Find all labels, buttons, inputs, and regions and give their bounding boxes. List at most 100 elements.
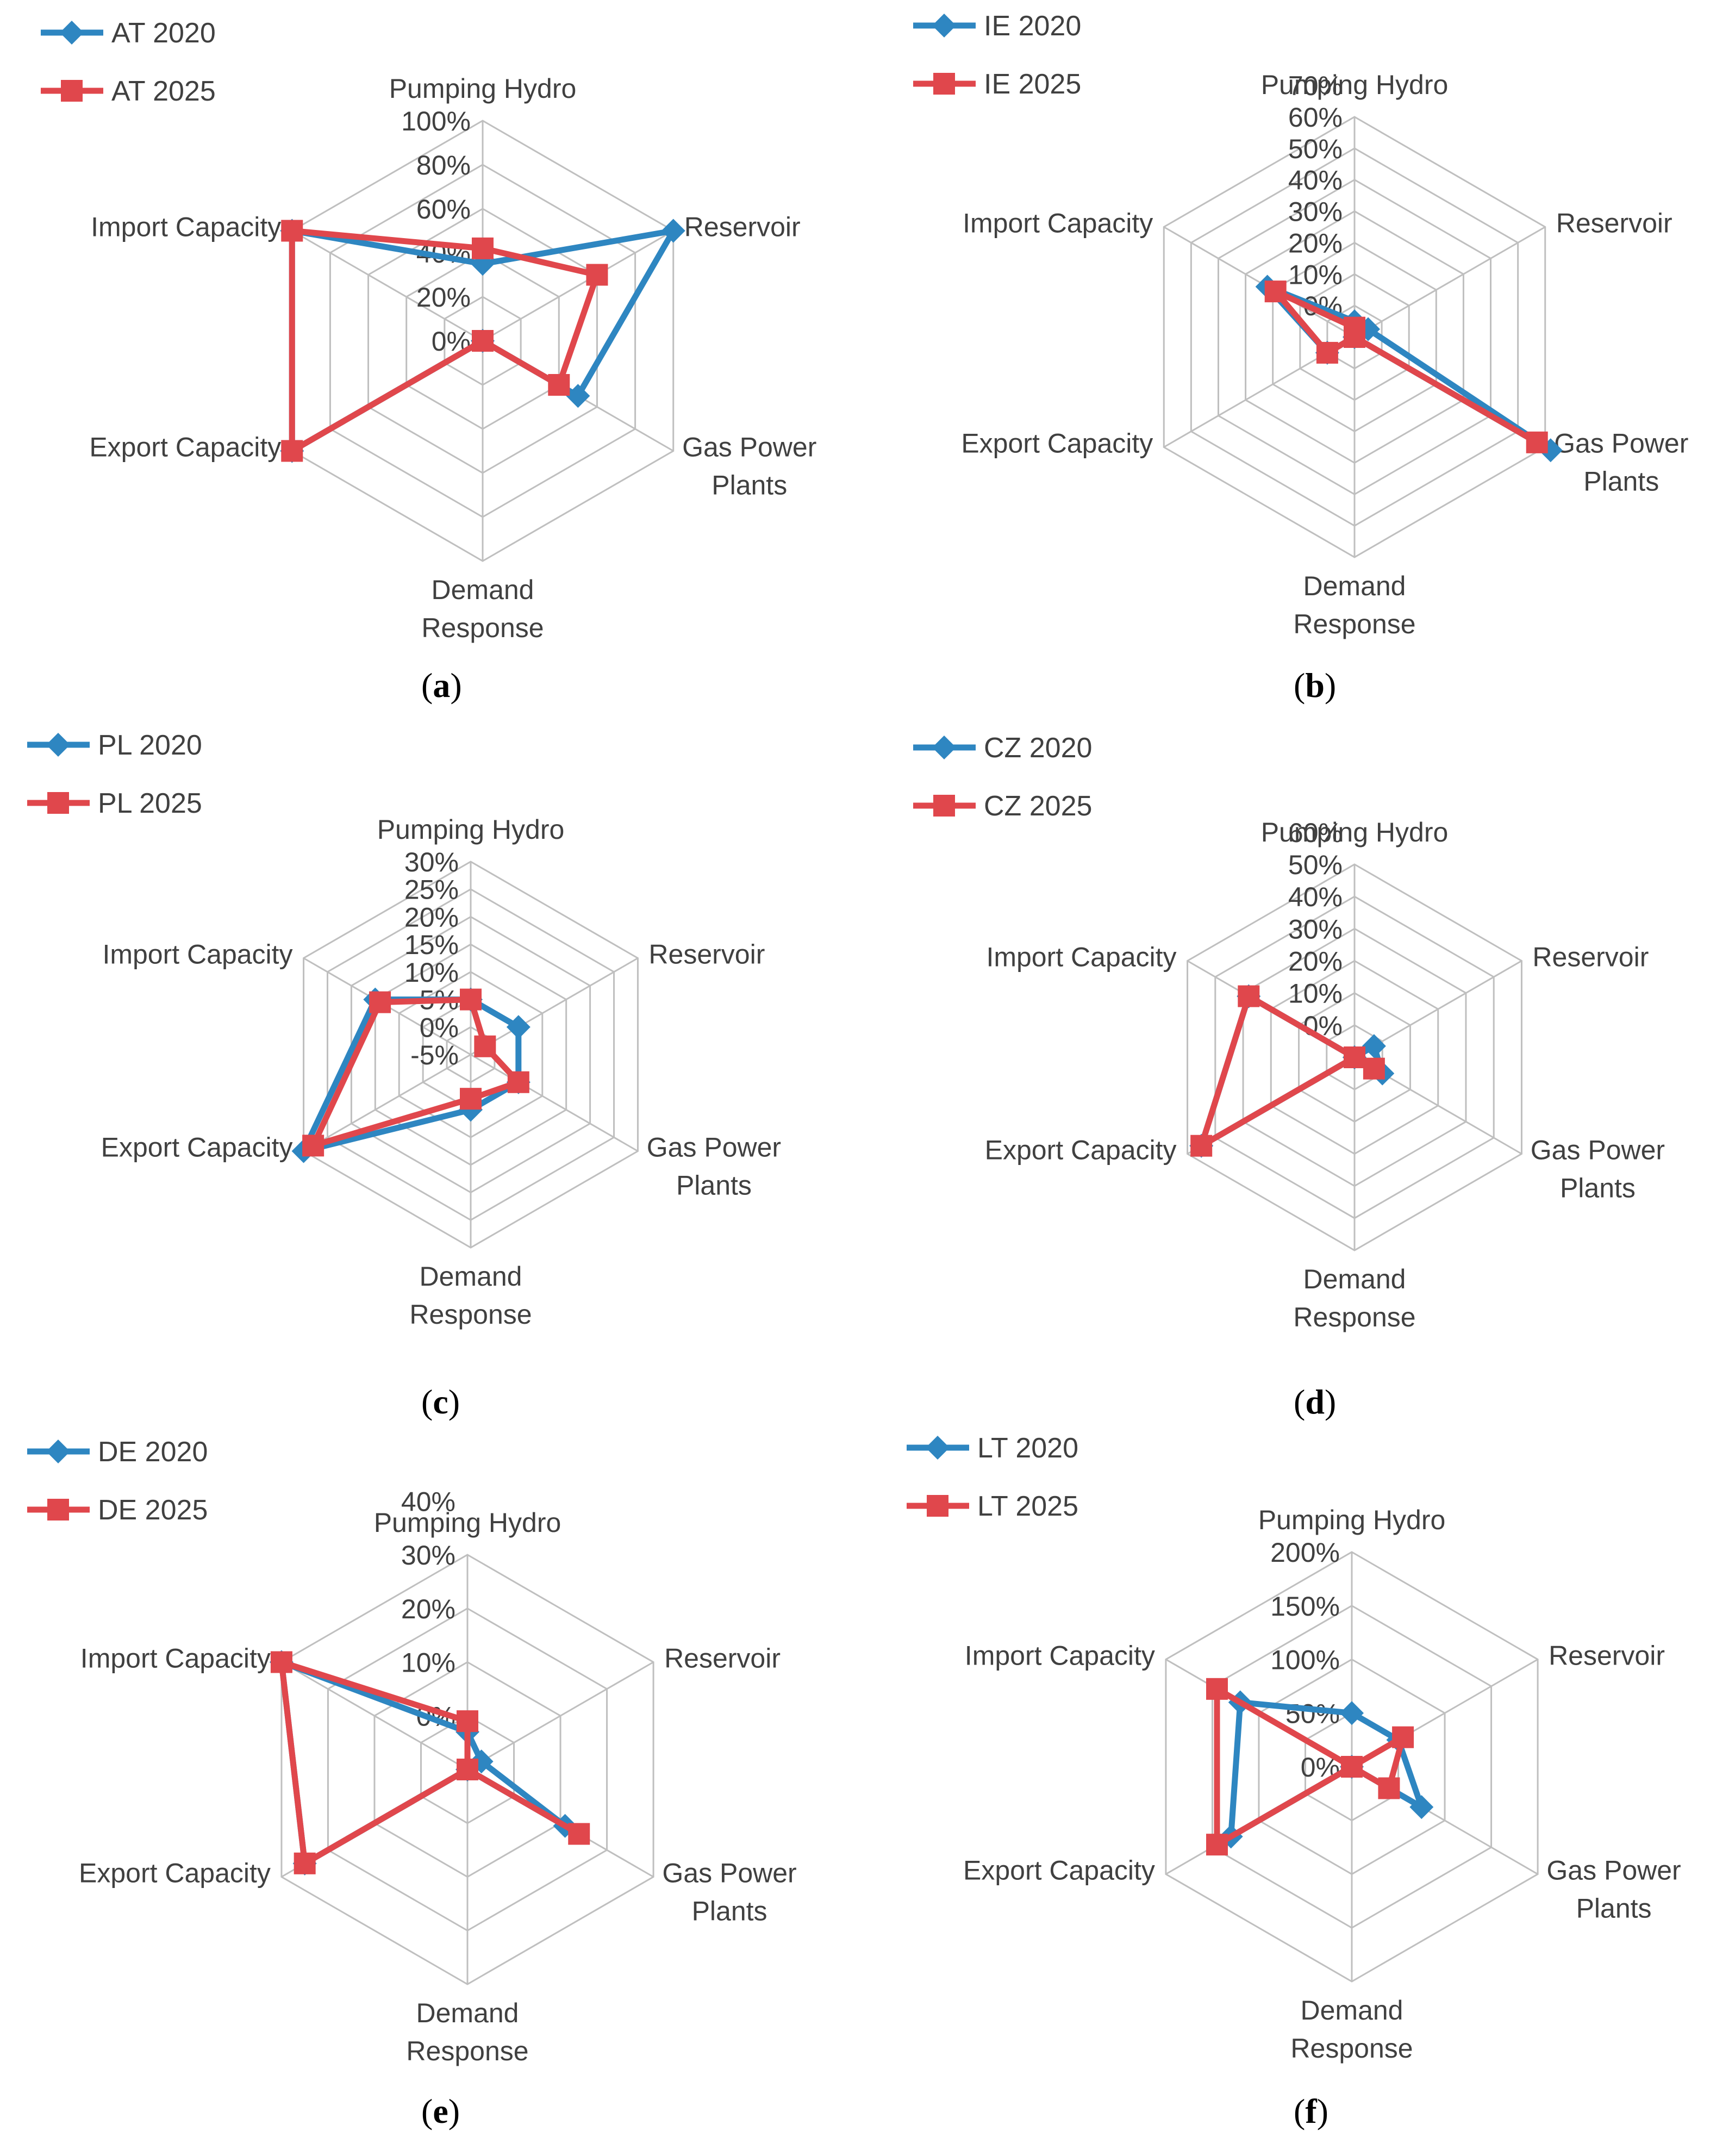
axis-label: Import Capacity (102, 939, 292, 970)
tick-label: 30% (401, 1540, 455, 1571)
axis-label: Demand (432, 575, 534, 605)
axis-label: Reservoir (1549, 1641, 1665, 1671)
data-point-square (1316, 341, 1338, 364)
data-point-square (1264, 281, 1287, 303)
legend-marker-square (47, 792, 69, 814)
tick-label: 100% (401, 106, 471, 136)
tick-label: 10% (401, 1648, 455, 1678)
data-point-square (1206, 1678, 1228, 1700)
tick-label: 40% (401, 1486, 455, 1517)
panel-caption: (b) (1294, 666, 1336, 705)
data-point-square (1344, 1046, 1365, 1068)
radar-chart-f: 0%50%100%150%200%Pumping HydroReservoirG… (907, 1432, 1681, 2130)
legend-label: CZ 2020 (984, 732, 1092, 764)
axis-spoke (291, 230, 483, 342)
tick-label: 10% (1288, 259, 1343, 290)
axis-label: Export Capacity (79, 1858, 271, 1889)
data-point-diamond (566, 384, 590, 408)
legend-label: IE 2025 (984, 68, 1081, 100)
axis-label: Demand (1303, 571, 1406, 601)
tick-label: 80% (416, 150, 471, 180)
data-point-square (472, 330, 494, 352)
panel-caption: (c) (421, 1382, 460, 1421)
axis-label: Pumping Hydro (374, 1507, 561, 1538)
axis-label: Plants (1576, 1893, 1652, 1924)
axis-spoke (470, 957, 639, 1056)
tick-label: 15% (404, 930, 459, 960)
tick-label: 60% (1288, 102, 1343, 133)
data-point-square (1378, 1777, 1400, 1799)
tick-label: 70% (1288, 71, 1343, 101)
axis-label: Pumping Hydro (389, 73, 577, 104)
series-line-cz-2025 (1198, 993, 1377, 1149)
axis-label: Pumping Hydro (1261, 817, 1449, 848)
axis-label: Plants (1560, 1173, 1636, 1204)
legend-marker-square (47, 1499, 69, 1521)
axis-label: Import Capacity (963, 208, 1153, 239)
legend-label: PL 2025 (98, 788, 202, 819)
data-point-square (281, 440, 303, 462)
data-point-diamond (661, 219, 685, 243)
legend-label: AT 2025 (111, 76, 216, 107)
tick-label: 20% (1288, 946, 1343, 977)
tick-label: 10% (1288, 979, 1343, 1009)
data-point-square (1206, 1834, 1228, 1856)
axis-label: Response (406, 2036, 528, 2066)
legend-label: LT 2020 (977, 1432, 1078, 1464)
axis-label: Plants (712, 470, 787, 501)
axis-label: Plants (1583, 466, 1659, 497)
data-point-diamond (1340, 1701, 1364, 1725)
axis-label: Response (409, 1299, 532, 1330)
panel-caption: (f) (1294, 2092, 1328, 2130)
axis-label: Pumping Hydro (377, 814, 565, 845)
tick-label: 0% (420, 1012, 459, 1043)
data-point-square (1526, 431, 1548, 453)
axis-label: Gas Power (682, 432, 816, 463)
axis-spoke (470, 1054, 639, 1152)
tick-label: 40% (1288, 165, 1343, 196)
radar-chart-d: 0%10%20%30%40%50%60%Pumping HydroReservo… (913, 732, 1665, 1421)
tick-label: 20% (416, 282, 471, 313)
data-point-square (457, 1759, 478, 1780)
axis-label: Pumping Hydro (1261, 70, 1449, 100)
tick-label: -5% (410, 1040, 459, 1070)
data-point-square (548, 374, 570, 396)
data-point-square (1190, 1135, 1213, 1157)
axis-spoke (1354, 960, 1522, 1058)
tick-label: 30% (1288, 197, 1343, 227)
legend-label: DE 2025 (98, 1494, 208, 1526)
radar-chart-e: 0%10%20%30%40%Pumping HydroReservoirGas … (27, 1436, 797, 2130)
axis-label: Gas Power (662, 1858, 796, 1889)
data-point-diamond (1362, 1034, 1386, 1058)
axis-label: Export Capacity (101, 1132, 293, 1163)
data-point-diamond (1409, 1795, 1434, 1819)
series-line-de-2020 (278, 1659, 569, 1867)
tick-label: 20% (1288, 228, 1343, 258)
tick-label: 10% (404, 957, 459, 988)
radar-chart-c: -5%0%5%10%15%20%25%30%Pumping HydroReser… (27, 730, 781, 1421)
data-point-square (302, 1135, 324, 1157)
panel-caption: (e) (421, 2092, 460, 2130)
tick-label: 50% (1288, 134, 1343, 164)
legend-marker-square (933, 795, 955, 817)
axis-label: Export Capacity (89, 432, 281, 463)
data-point-square (586, 264, 608, 286)
legend-label: PL 2020 (98, 730, 202, 761)
data-point-diamond (506, 1015, 531, 1039)
tick-label: 200% (1270, 1537, 1340, 1568)
data-point-square (369, 991, 391, 1013)
axis-label: Import Capacity (986, 942, 1176, 973)
axis-label: Export Capacity (961, 428, 1153, 459)
axis-spoke (303, 1054, 471, 1152)
axis-label: Response (421, 613, 544, 643)
axis-label: Response (1290, 2033, 1413, 2064)
data-point-square (1238, 985, 1260, 1007)
data-point-square (472, 237, 494, 259)
axis-label: Plants (676, 1170, 752, 1201)
panel-caption: (d) (1294, 1382, 1336, 1421)
data-point-square (294, 1852, 316, 1874)
axis-label: Demand (1301, 1995, 1403, 2026)
series-line-de-2025 (278, 1659, 582, 1867)
tick-label: 25% (404, 875, 459, 905)
